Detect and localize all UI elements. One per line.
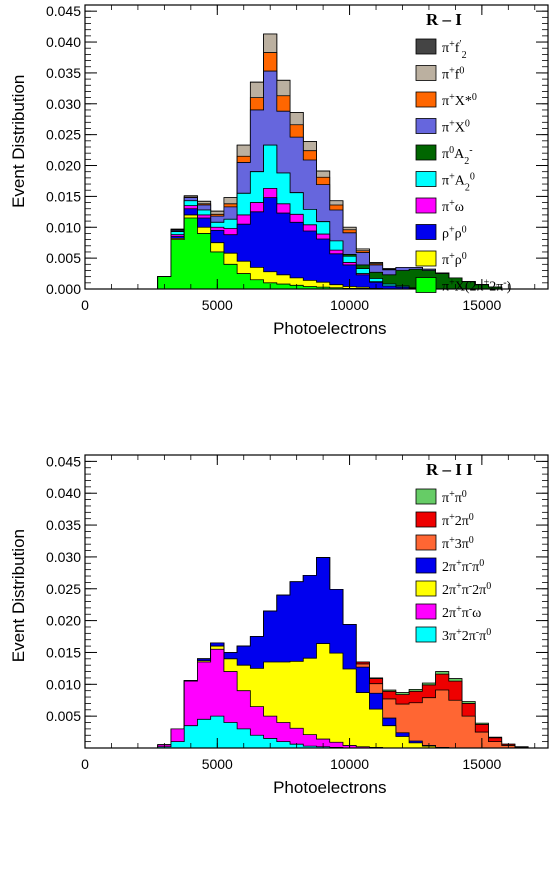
y-tick-label: 0.010 [46, 219, 81, 235]
legend-label: π+X*0 [442, 92, 477, 110]
y-tick-label: 0.020 [46, 158, 81, 174]
y-tick-label: 0.015 [46, 188, 81, 204]
legend-label: π+2π0 [442, 512, 474, 530]
x-axis-title: Photoelectrons [273, 778, 386, 797]
legend-swatch [415, 603, 437, 620]
legend-label: π+A20 [442, 171, 475, 193]
legend-swatch [415, 197, 437, 214]
x-axis-title: Photoelectrons [273, 319, 386, 338]
legend-label: π+3π0 [442, 535, 474, 553]
legend-label: ρ+ρ0 [442, 224, 467, 242]
legend-label: 2π+π-2π0 [442, 581, 491, 599]
legend-swatch [415, 557, 437, 574]
legend-swatch [415, 224, 437, 240]
legend-label: π+f′2 [442, 39, 467, 61]
legend-swatch [415, 171, 437, 187]
y-tick-label: 0.045 [46, 3, 81, 19]
y-tick-label: 0.010 [46, 676, 81, 692]
chart-panel-2: 0.005 0.010 0.015 0.020 0.025 0.030 0.035 0.040… [9, 453, 549, 797]
x-tick-label: 15000 [462, 297, 501, 313]
legend-swatch [415, 626, 437, 643]
legend-label: 3π+2π-π0 [442, 627, 491, 645]
legend-label: 2π+π-π0 [442, 558, 484, 576]
legend-label: π+f0 [442, 65, 464, 83]
x-tick-label: 0 [81, 297, 89, 313]
y-axis-title: Event Distribution [9, 529, 28, 662]
y-tick-label: 0.045 [46, 453, 81, 469]
y-tick-label: 0.040 [46, 485, 81, 501]
legend-label: π+X0 [442, 118, 470, 136]
y-tick-label: 0.035 [46, 517, 81, 533]
legend-swatch [415, 534, 437, 551]
x-tick-label: 10000 [330, 756, 369, 772]
y-tick-label: 0.025 [46, 581, 81, 597]
legend-swatch [415, 118, 437, 134]
legend-label: 2π+π-ω [442, 604, 481, 622]
legend-label: π+ω [442, 198, 464, 216]
legend-swatch [415, 91, 437, 108]
x-tick-label: 15000 [462, 756, 501, 772]
y-tick-label: 0.030 [46, 549, 81, 565]
legend-swatch [415, 38, 437, 55]
y-tick-label: 0.000 [46, 281, 81, 297]
x-tick-label: 0 [81, 756, 89, 772]
legend-swatch [415, 277, 437, 293]
legend-swatch [415, 250, 437, 267]
chart-panel-1: 0.000 0.005 0.010 0.015 0.020 0.025 0.030 0.035… [9, 3, 549, 338]
legend-label: π+X(2π+2π-) [442, 277, 512, 295]
y-tick-label: 0.005 [46, 708, 81, 724]
legend-label: π+π0 [442, 489, 467, 507]
legend-swatch [415, 580, 437, 597]
x-tick-label: 5000 [202, 756, 233, 772]
legend-swatch [415, 511, 437, 528]
y-tick-label: 0.005 [46, 250, 81, 266]
legend-swatch [415, 488, 437, 505]
y-axis-title: Event Distribution [9, 75, 28, 208]
y-tick-label: 0.030 [46, 96, 81, 112]
y-tick-label: 0.015 [46, 644, 81, 660]
legend-title: R – I [426, 10, 462, 29]
y-tick-label: 0.025 [46, 127, 81, 143]
legend-label: π+ρ0 [442, 251, 467, 269]
legend-swatch [415, 144, 437, 161]
y-tick-label: 0.040 [46, 34, 81, 50]
x-tick-label: 10000 [330, 297, 369, 313]
y-tick-label: 0.020 [46, 613, 81, 629]
x-tick-label: 5000 [202, 297, 233, 313]
legend-swatch [415, 65, 437, 81]
legend-label: π0A2- [442, 145, 473, 167]
y-tick-label: 0.035 [46, 65, 81, 81]
legend-title: R – I I [426, 460, 473, 479]
